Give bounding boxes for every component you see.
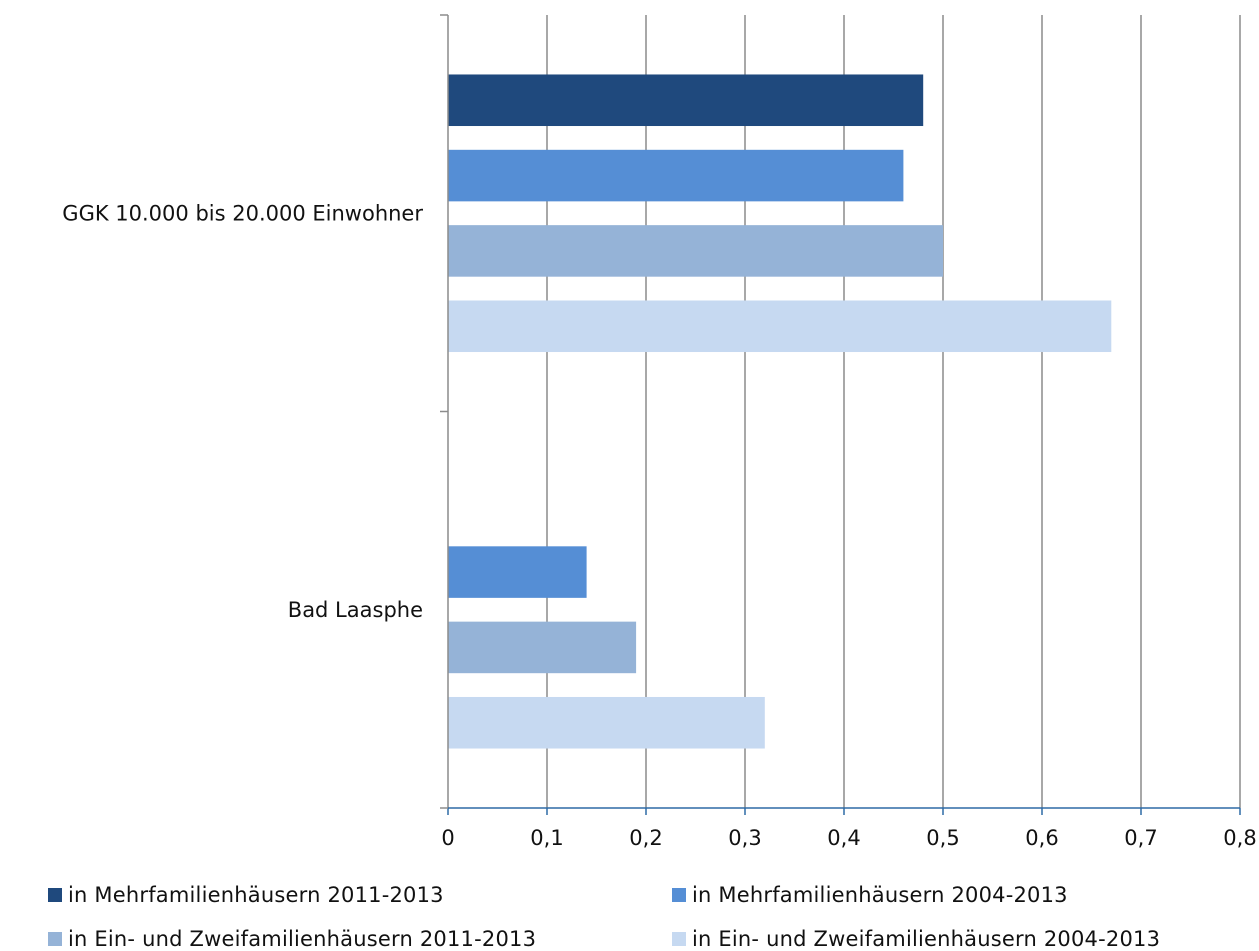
x-tick-label: 0,8 bbox=[1223, 826, 1256, 850]
category-label: Bad Laasphe bbox=[288, 598, 423, 622]
bar bbox=[448, 546, 587, 598]
labels: 0 0,1 0,2 0,3 0,4 0,5 0,6 0,7 0,8 GGK 10.000 bis … bbox=[62, 201, 1256, 850]
x-tick-label: 0 bbox=[441, 826, 454, 850]
x-tick-label: 0,2 bbox=[629, 826, 662, 850]
bars bbox=[448, 74, 1112, 749]
x-tick-label: 0,5 bbox=[926, 826, 959, 850]
x-tick-label: 0,7 bbox=[1124, 826, 1157, 850]
bar bbox=[448, 621, 637, 674]
x-tick-label: 0,4 bbox=[827, 826, 860, 850]
x-tick-label: 0,6 bbox=[1025, 826, 1058, 850]
x-tick-label: 0,1 bbox=[530, 826, 563, 850]
category-label: GGK 10.000 bis 20.000 Einwohner bbox=[62, 201, 423, 225]
bar bbox=[448, 300, 1112, 353]
x-tick-label: 0,3 bbox=[728, 826, 761, 850]
bar bbox=[448, 225, 943, 277]
bar bbox=[448, 696, 765, 749]
axes bbox=[440, 14, 1241, 815]
bar bbox=[448, 74, 924, 127]
gridlines bbox=[546, 15, 1241, 808]
bar bbox=[448, 149, 904, 202]
